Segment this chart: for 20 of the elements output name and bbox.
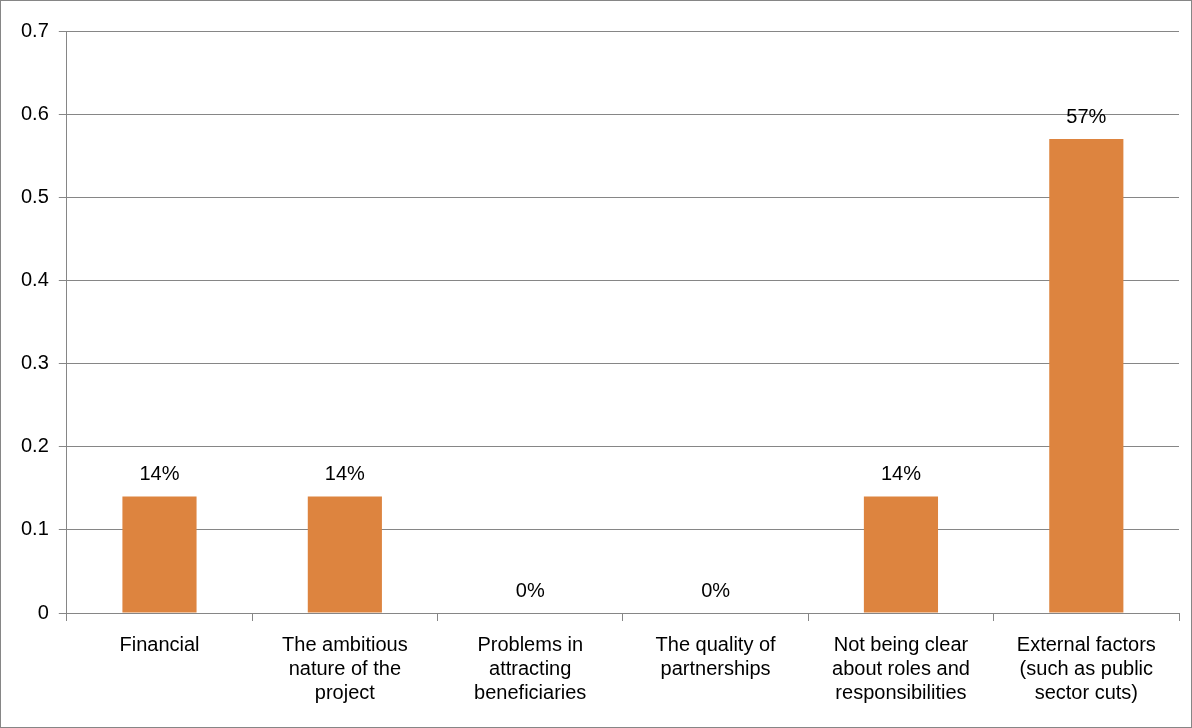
y-tick-label: 0.5: [20, 184, 49, 207]
data-label: 14%: [880, 462, 922, 485]
data-label: 57%: [1066, 104, 1107, 127]
data-label: 0%: [515, 578, 545, 601]
y-tick-label: 0.6: [20, 101, 49, 124]
x-tick-label: Not being clear about roles and responsibilities: [832, 632, 970, 703]
y-tick-label: 0.3: [20, 351, 49, 374]
x-tick-label: Financial: [119, 632, 200, 655]
y-tick-label: 0.7: [20, 18, 49, 41]
x-tick-label: Problems in attracting beneficiaries: [474, 632, 587, 703]
x-tick-label: External factors (such as public sector cuts): [1016, 632, 1156, 703]
data-label: 14%: [324, 462, 366, 485]
y-tick-label: 0: [37, 600, 49, 623]
y-tick-label: 0.1: [20, 517, 49, 540]
data-label: 14%: [139, 462, 180, 485]
y-tick-label: 0.4: [20, 267, 49, 290]
y-tick-label: 0.2: [20, 434, 49, 457]
x-tick-label: The ambitious nature of the project: [282, 632, 408, 703]
x-tick-label: The quality of partnerships: [655, 632, 777, 679]
data-label: 0%: [701, 578, 731, 601]
